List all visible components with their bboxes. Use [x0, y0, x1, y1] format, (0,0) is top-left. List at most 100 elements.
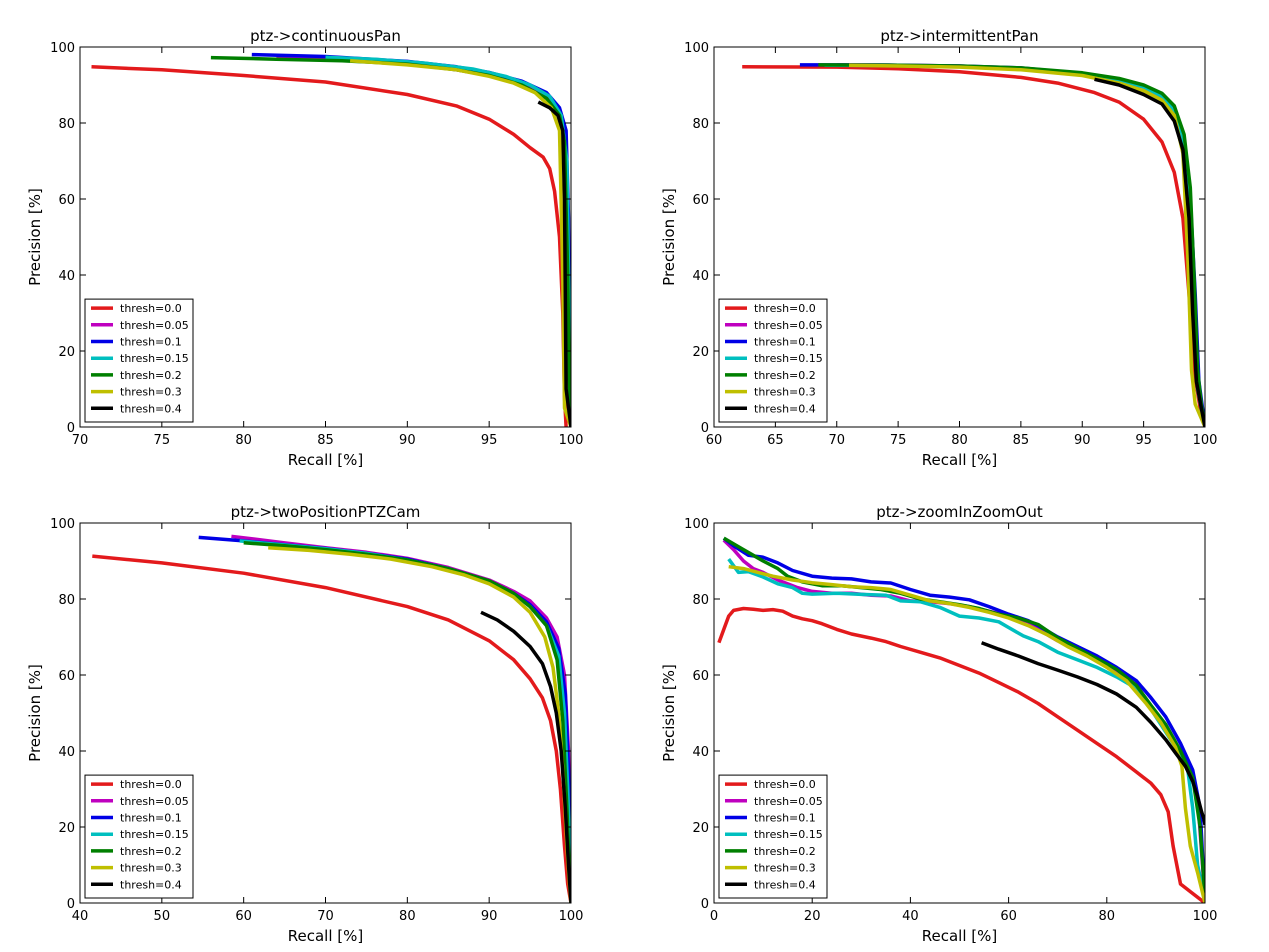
legend-label: thresh=0.3	[120, 862, 182, 875]
y-axis-label: Precision [%]	[26, 664, 44, 762]
y-tick-label: 60	[692, 193, 709, 208]
series-line-thresh=0.4	[537, 100, 571, 427]
legend-label: thresh=0.05	[754, 319, 823, 332]
legend-label: thresh=0.0	[120, 302, 182, 315]
y-tick-label: 100	[50, 41, 75, 56]
y-tick-label: 0	[701, 421, 709, 436]
series-line-thresh=0.05	[836, 63, 1205, 427]
legend-label: thresh=0.2	[120, 845, 182, 858]
chart-title: ptz->intermittentPan	[880, 27, 1038, 45]
x-tick-label: 90	[1074, 433, 1091, 448]
series-group	[717, 536, 1205, 903]
y-tick-label: 0	[701, 897, 709, 912]
series-line-thresh=0.15	[325, 55, 571, 427]
x-tick-label: 0	[710, 909, 718, 924]
legend-label: thresh=0.05	[120, 795, 189, 808]
series-line-thresh=0.05	[231, 534, 571, 903]
y-tick-label: 60	[692, 669, 709, 684]
chart-title: ptz->twoPositionPTZCam	[231, 503, 421, 521]
series-line-thresh=0.4	[1094, 77, 1205, 427]
y-tick-label: 100	[684, 41, 709, 56]
series-line-thresh=0.4	[980, 641, 1205, 826]
x-tick-label: 75	[890, 433, 907, 448]
x-tick-label: 95	[481, 433, 498, 448]
x-tick-label: 85	[317, 433, 334, 448]
series-line-thresh=0.2	[818, 63, 1205, 427]
legend-label: thresh=0.05	[120, 319, 189, 332]
legend: thresh=0.0 thresh=0.05 thresh=0.1 thresh=0.…	[718, 774, 828, 899]
x-tick-label: 90	[399, 433, 416, 448]
x-tick-label: 95	[1135, 433, 1152, 448]
y-axis-label: Precision [%]	[26, 188, 44, 286]
chart-title: ptz->zoomInZoomOut	[876, 503, 1043, 521]
x-tick-label: 60	[235, 909, 252, 924]
legend-label: thresh=0.4	[754, 878, 816, 891]
y-tick-label: 80	[58, 593, 75, 608]
legend-box	[84, 298, 194, 423]
x-axis-label: Recall [%]	[922, 451, 997, 469]
legend-label: thresh=0.2	[754, 369, 816, 382]
y-axis-label: Precision [%]	[660, 664, 678, 762]
x-tick-label: 60	[1000, 909, 1017, 924]
y-tick-label: 40	[692, 745, 709, 760]
plot-frame	[713, 522, 1206, 904]
legend-label: thresh=0.1	[754, 812, 816, 825]
series-line-thresh=0.3	[848, 63, 1205, 427]
legend-box	[718, 298, 828, 423]
y-tick-label: 80	[692, 593, 709, 608]
x-tick-label: 80	[235, 433, 252, 448]
x-tick-label: 50	[154, 909, 171, 924]
x-tick-label: 70	[828, 433, 845, 448]
legend-label: thresh=0.2	[754, 845, 816, 858]
y-tick-label: 20	[692, 821, 709, 836]
y-tick-label: 40	[58, 745, 75, 760]
y-tick-label: 80	[58, 117, 75, 132]
x-tick-label: 40	[72, 909, 89, 924]
series-line-thresh=0.1	[251, 52, 571, 427]
x-tick-label: 80	[1099, 909, 1116, 924]
x-tick-label: 85	[1013, 433, 1030, 448]
series-line-thresh=0.0	[92, 554, 571, 903]
chart-panel-2: 60 65 70 75 80 85 90 95 100 0 20 40 60 80 100 ptz->inte…	[660, 27, 1217, 469]
series-line-thresh=0.05	[276, 54, 571, 427]
chart-panel-1: 70 75 80 85 90 95 100 0 20 40 60 80 100 ptz->continuo…	[26, 27, 583, 469]
series-group	[742, 63, 1205, 427]
legend-label: thresh=0.2	[120, 369, 182, 382]
series-line-thresh=0.2	[243, 541, 571, 903]
x-tick-label: 100	[559, 433, 584, 448]
series-line-thresh=0.15	[824, 63, 1205, 427]
y-tick-label: 20	[692, 345, 709, 360]
x-axis-label: Recall [%]	[288, 927, 363, 945]
x-tick-label: 100	[559, 909, 584, 924]
legend-label: thresh=0.05	[754, 795, 823, 808]
legend-label: thresh=0.1	[754, 336, 816, 349]
y-tick-label: 80	[692, 117, 709, 132]
y-tick-label: 20	[58, 345, 75, 360]
legend-label: thresh=0.3	[754, 386, 816, 399]
y-tick-label: 0	[67, 897, 75, 912]
y-tick-label: 100	[50, 517, 75, 532]
chart-panel-4: 0 20 40 60 80 100 0 20 40 60 80 100 ptz->zoomInZoomO…	[660, 503, 1217, 945]
legend-label: thresh=0.3	[754, 862, 816, 875]
series-line-thresh=0.3	[728, 564, 1205, 903]
legend-label: thresh=0.4	[754, 402, 816, 415]
legend-label: thresh=0.15	[120, 352, 189, 365]
x-tick-label: 80	[399, 909, 416, 924]
legend: thresh=0.0 thresh=0.05 thresh=0.1 thresh=0.…	[84, 774, 194, 899]
y-tick-label: 0	[67, 421, 75, 436]
chart-panel-3: 40 50 60 70 80 90 100 0 20 40 60 80 100 ptz->twoPosit…	[26, 503, 583, 945]
legend-label: thresh=0.15	[754, 828, 823, 841]
legend-label: thresh=0.15	[754, 352, 823, 365]
x-tick-label: 90	[481, 909, 498, 924]
series-line-thresh=0.3	[349, 58, 571, 427]
y-tick-label: 40	[58, 269, 75, 284]
legend-box	[718, 774, 828, 899]
x-tick-label: 100	[1193, 909, 1218, 924]
x-axis-label: Recall [%]	[922, 927, 997, 945]
x-tick-label: 60	[706, 433, 723, 448]
x-tick-label: 80	[951, 433, 968, 448]
x-tick-label: 65	[767, 433, 784, 448]
x-tick-label: 70	[72, 433, 89, 448]
y-tick-label: 20	[58, 821, 75, 836]
